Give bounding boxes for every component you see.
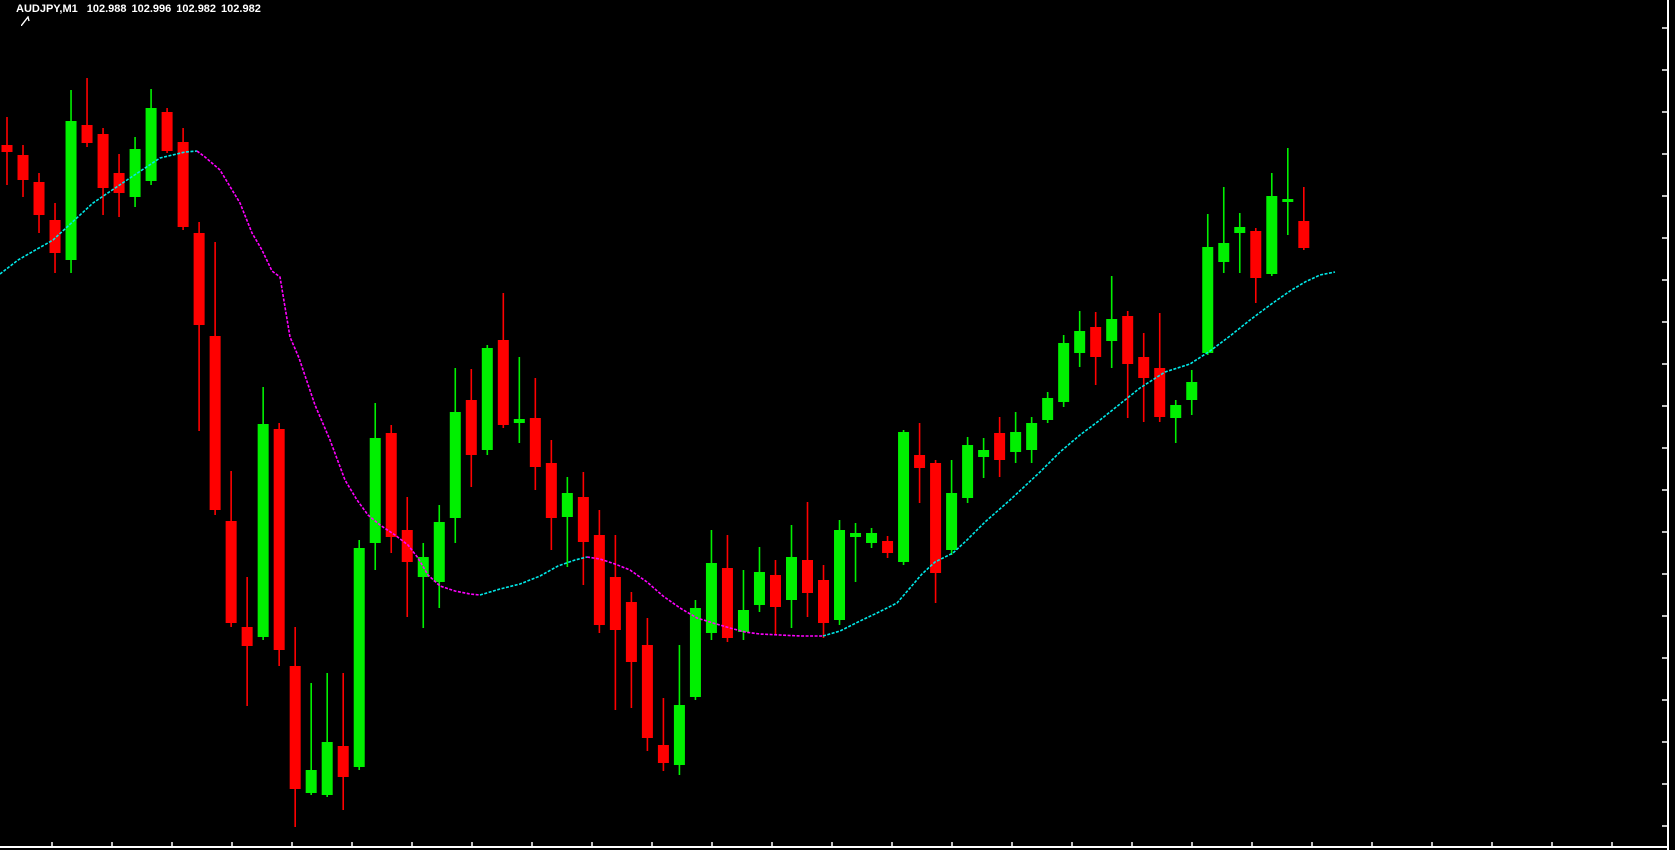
candle-body-72 (1154, 368, 1166, 417)
candle-body-3 (49, 220, 61, 253)
candle-body-42 (673, 705, 685, 765)
candle-body-74 (1186, 382, 1198, 400)
candle-body-47 (753, 572, 765, 605)
candle-body-39 (625, 602, 637, 662)
candle-body-17 (273, 429, 285, 650)
candle-body-31 (497, 340, 509, 425)
candle-body-29 (465, 400, 477, 455)
ma-segment-up-0 (0, 150, 198, 275)
candle-body-66 (1058, 343, 1070, 402)
candle-body-80 (1282, 199, 1294, 202)
candle-body-57 (914, 455, 926, 468)
candle-body-18 (289, 666, 301, 789)
candle-body-19 (305, 770, 317, 793)
candle-body-67 (1074, 331, 1086, 353)
candle-body-81 (1298, 221, 1310, 248)
candle-body-8 (129, 149, 141, 197)
candle-body-45 (721, 568, 733, 638)
candle-body-22 (353, 548, 365, 767)
candle-body-33 (529, 418, 541, 467)
candle-body-10 (161, 112, 173, 151)
candle-body-69 (1106, 319, 1118, 341)
quote-open: 102.988 (86, 3, 127, 15)
ma-segment-down-1 (196, 150, 481, 596)
candle-body-16 (257, 424, 269, 637)
candle-body-46 (737, 610, 749, 632)
candle-body-78 (1250, 231, 1262, 278)
candle-body-1 (17, 155, 29, 180)
candle-body-4 (65, 121, 77, 260)
candle-body-62 (994, 433, 1006, 460)
candle-body-7 (113, 173, 125, 193)
quote-close: 102.982 (221, 3, 261, 15)
chart-header: AUDJPY,M1 102.988 102.996 102.982 102.98… (3, 3, 266, 27)
candle-body-32 (513, 419, 525, 423)
candle-body-24 (385, 433, 397, 537)
candle-body-59 (946, 493, 958, 550)
candle-body-0 (1, 145, 13, 152)
candle-body-53 (850, 533, 862, 537)
candle-body-43 (689, 608, 701, 697)
candle-body-35 (561, 493, 573, 517)
candle-body-6 (97, 134, 109, 188)
candle-body-2 (33, 182, 45, 215)
candle-body-58 (930, 463, 942, 573)
candle-body-51 (818, 580, 830, 623)
cursor-icon (3, 4, 31, 27)
candle-body-15 (241, 627, 253, 646)
candle-body-60 (962, 445, 974, 498)
ma-segment-up-4 (822, 271, 1336, 637)
candle-body-11 (177, 142, 189, 227)
candle-body-12 (193, 233, 205, 325)
candle-body-54 (866, 533, 878, 543)
candle-body-34 (545, 463, 557, 518)
quote-low: 102.982 (176, 3, 217, 15)
candle-body-63 (1010, 432, 1022, 452)
candle-body-68 (1090, 327, 1102, 357)
candle-body-56 (898, 432, 910, 562)
candle-body-41 (657, 745, 669, 763)
ma-segment-down-3 (586, 556, 823, 637)
candle-body-48 (769, 575, 781, 607)
chart-symbol-label: AUDJPY,M1 (16, 3, 78, 15)
candle-body-61 (978, 450, 990, 457)
candle-body-38 (609, 577, 621, 630)
candle-body-13 (209, 336, 221, 510)
candle-body-40 (641, 645, 653, 738)
candle-body-37 (593, 535, 605, 625)
candle-body-75 (1202, 247, 1214, 353)
candle-body-73 (1170, 405, 1182, 418)
ma-segment-up-2 (479, 556, 588, 596)
candle-body-50 (802, 560, 813, 593)
candle-body-79 (1266, 196, 1278, 274)
candle-body-70 (1122, 316, 1134, 364)
candle-body-20 (321, 742, 333, 795)
candle-body-5 (81, 125, 93, 143)
candle-body-23 (369, 438, 381, 543)
candle-body-9 (145, 108, 157, 181)
candle-body-52 (834, 530, 846, 620)
candle-body-27 (433, 522, 445, 582)
candle-body-49 (785, 557, 797, 600)
candle-body-71 (1138, 357, 1150, 378)
candle-body-36 (577, 497, 589, 542)
candle-body-14 (225, 521, 237, 623)
candle-body-77 (1234, 227, 1246, 233)
candle-body-44 (705, 563, 717, 633)
candle-body-64 (1026, 423, 1038, 450)
candle-body-55 (882, 541, 894, 553)
candle-body-25 (401, 530, 413, 562)
candle-body-28 (449, 412, 461, 518)
candle-body-21 (337, 746, 349, 777)
candle-body-65 (1042, 398, 1054, 420)
quote-high: 102.996 (131, 3, 172, 15)
candle-body-76 (1218, 243, 1230, 262)
candle-body-30 (481, 348, 493, 450)
